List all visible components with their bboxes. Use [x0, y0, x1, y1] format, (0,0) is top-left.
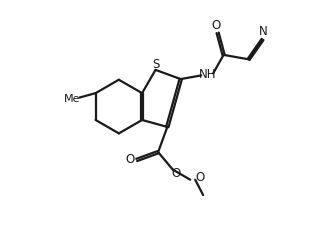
- Text: Me: Me: [64, 94, 81, 104]
- Text: O: O: [211, 19, 220, 32]
- Text: S: S: [152, 58, 160, 71]
- Text: NH: NH: [198, 68, 216, 81]
- Text: O: O: [196, 171, 205, 184]
- Text: O: O: [171, 167, 180, 180]
- Text: N: N: [259, 25, 268, 38]
- Text: O: O: [125, 154, 134, 166]
